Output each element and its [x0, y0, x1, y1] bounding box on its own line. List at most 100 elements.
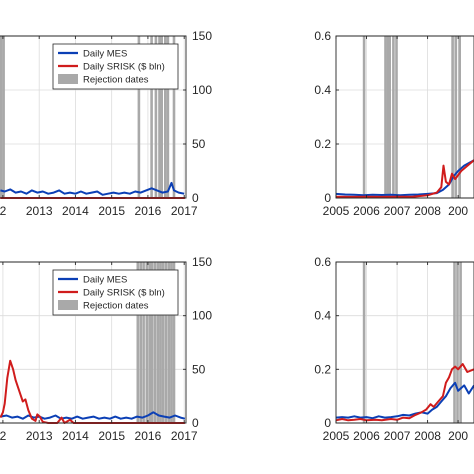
rejection-date-bar	[451, 36, 454, 198]
x-tick-label: 2007	[384, 429, 411, 443]
rejection-date-bar	[458, 36, 461, 198]
rejection-date-bar	[172, 36, 176, 198]
x-tick-label: 2006	[353, 204, 380, 218]
rejection-date-bar	[456, 262, 459, 423]
rejection-date-bar	[459, 262, 462, 423]
y-tick-label: 0.4	[314, 83, 331, 97]
y-tick-label: 0	[192, 416, 199, 430]
rejection-date-bar	[160, 36, 163, 198]
x-tick-label: 2016	[135, 429, 162, 443]
y-tick-label: 0	[324, 416, 331, 430]
rejection-date-bar	[167, 262, 171, 423]
x-tick-label: 2017	[171, 429, 198, 443]
x-tick-label: 2006	[353, 429, 380, 443]
rejection-date-bar	[0, 36, 3, 198]
legend-entry-label: Rejection dates	[83, 75, 149, 86]
x-tick-label: 2	[0, 429, 7, 443]
rejection-date-bar	[395, 36, 398, 198]
y-tick-label: 0	[192, 191, 199, 205]
x-tick-label: 2013	[26, 429, 53, 443]
legend-swatch-bar	[58, 74, 78, 84]
rejection-date-bar	[136, 262, 140, 423]
y-tick-label: 0.6	[314, 29, 331, 43]
series-line-mes	[0, 181, 185, 196]
axes-frame	[0, 261, 187, 424]
y-tick-label: 150	[192, 255, 212, 269]
y-tick-label: 0	[324, 191, 331, 205]
rejection-date-bar	[153, 262, 157, 423]
legend: Daily MES Daily SRISK ($ bln) Rejection da…	[52, 43, 179, 90]
y-tick-label: 0.4	[314, 309, 331, 323]
y-tick-label: 100	[192, 309, 212, 323]
x-tick-label: 2008	[414, 429, 441, 443]
legend-entry-label: Rejection dates	[83, 301, 149, 312]
legend: Daily MES Daily SRISK ($ bln) Rejection da…	[52, 269, 179, 316]
rejection-date-bar	[362, 262, 366, 423]
rejection-date-bar	[139, 262, 142, 423]
rejection-date-bar	[164, 36, 167, 198]
y-tick-label: 50	[192, 362, 206, 376]
rejection-date-bar	[164, 262, 168, 423]
rejection-date-bar	[148, 262, 151, 423]
y-tick-label: 50	[192, 137, 206, 151]
x-tick-label: 200	[448, 204, 468, 218]
rejection-date-bar	[137, 36, 141, 198]
panel-bottom-right: 2005 2006 2007 2008 200 0 0.2 0.4 0.6	[314, 255, 474, 443]
rejection-date-bar	[392, 36, 395, 198]
x-tick-label: 2014	[62, 429, 89, 443]
x-tick-label: 2005	[323, 429, 350, 443]
y-tick-label: 150	[192, 29, 212, 43]
x-tick-label: 200	[448, 429, 468, 443]
rejection-date-bar	[156, 262, 160, 423]
series-line-mes	[335, 159, 474, 197]
series-line-mes	[335, 381, 474, 420]
series-line-srisk	[335, 159, 474, 198]
x-tick-label: 2005	[323, 204, 350, 218]
panel-top-right: 2005 2006 2007 2008 200 0 0.2 0.4 0.6	[314, 29, 474, 218]
legend-entry-label: Daily MES	[83, 49, 127, 60]
legend-swatch-bar	[58, 300, 78, 310]
rejection-date-bar	[142, 262, 145, 423]
x-tick-label: 2014	[62, 204, 89, 218]
rejection-date-bar	[388, 36, 391, 198]
rejection-date-bar	[150, 36, 153, 198]
rejection-date-bar	[454, 36, 457, 198]
x-tick-label: 2015	[98, 204, 125, 218]
axes-frame	[0, 35, 187, 199]
rejection-date-bar	[362, 36, 366, 198]
legend-entry-label: Daily SRISK ($ bln)	[83, 288, 165, 299]
series-line-srisk	[335, 363, 474, 422]
x-tick-label: 2015	[98, 429, 125, 443]
plot-area	[336, 262, 474, 423]
rejection-date-bar	[172, 262, 176, 423]
y-tick-label: 0.2	[314, 137, 331, 151]
rejection-date-bar	[453, 262, 456, 423]
rejection-date-bar	[384, 36, 387, 198]
x-tick-label: 2016	[135, 204, 162, 218]
rejection-date-bar	[158, 36, 161, 198]
legend-entry-label: Daily SRISK ($ bln)	[83, 62, 165, 73]
y-tick-label: 0.2	[314, 362, 331, 376]
rejection-date-bar	[166, 36, 170, 198]
x-tick-label: 2	[0, 204, 7, 218]
rejection-date-bar	[161, 262, 165, 423]
rejection-date-bar	[145, 262, 149, 423]
y-tick-label: 100	[192, 83, 212, 97]
x-tick-label: 2008	[414, 204, 441, 218]
series-line-srisk	[0, 359, 185, 424]
x-tick-label: 2013	[26, 204, 53, 218]
y-tick-label: 0.6	[314, 255, 331, 269]
rejection-date-bar	[159, 262, 162, 423]
rejection-date-bar	[2, 36, 5, 198]
x-tick-label: 2017	[171, 204, 198, 218]
plot-area	[336, 36, 474, 198]
rejection-date-bar	[170, 262, 173, 423]
x-tick-label: 2007	[384, 204, 411, 218]
rejection-date-bar	[151, 262, 154, 423]
rejection-date-bar	[386, 36, 390, 198]
rejection-date-bar	[154, 36, 158, 198]
legend-entry-label: Daily MES	[83, 275, 127, 286]
